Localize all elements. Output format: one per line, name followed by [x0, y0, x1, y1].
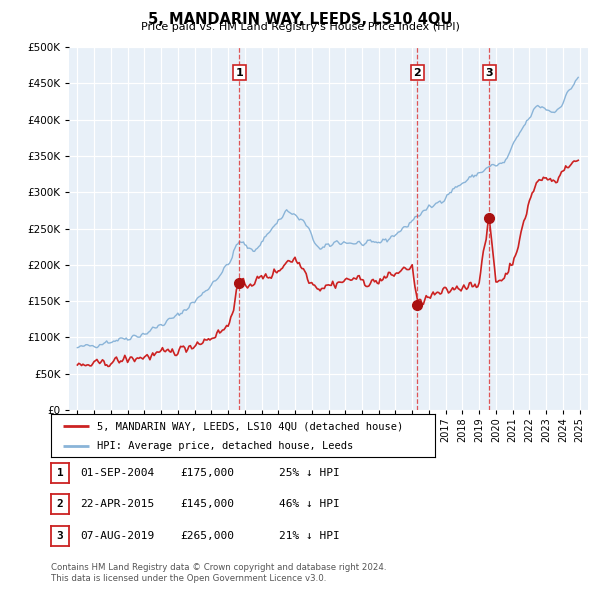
Text: 25% ↓ HPI: 25% ↓ HPI	[279, 468, 340, 478]
Text: Contains HM Land Registry data © Crown copyright and database right 2024.: Contains HM Land Registry data © Crown c…	[51, 563, 386, 572]
Text: 3: 3	[485, 68, 493, 78]
Text: 5, MANDARIN WAY, LEEDS, LS10 4QU: 5, MANDARIN WAY, LEEDS, LS10 4QU	[148, 12, 452, 27]
Text: 2: 2	[56, 500, 64, 509]
Text: £145,000: £145,000	[180, 500, 234, 509]
Text: 1: 1	[56, 468, 64, 478]
Text: £175,000: £175,000	[180, 468, 234, 478]
Text: Price paid vs. HM Land Registry's House Price Index (HPI): Price paid vs. HM Land Registry's House …	[140, 22, 460, 32]
Text: 07-AUG-2019: 07-AUG-2019	[80, 531, 154, 540]
Text: HPI: Average price, detached house, Leeds: HPI: Average price, detached house, Leed…	[97, 441, 353, 451]
Text: 22-APR-2015: 22-APR-2015	[80, 500, 154, 509]
Text: This data is licensed under the Open Government Licence v3.0.: This data is licensed under the Open Gov…	[51, 574, 326, 583]
Text: 5, MANDARIN WAY, LEEDS, LS10 4QU (detached house): 5, MANDARIN WAY, LEEDS, LS10 4QU (detach…	[97, 421, 403, 431]
Text: £265,000: £265,000	[180, 531, 234, 540]
Text: 3: 3	[56, 531, 64, 540]
Text: 01-SEP-2004: 01-SEP-2004	[80, 468, 154, 478]
Text: 46% ↓ HPI: 46% ↓ HPI	[279, 500, 340, 509]
Text: 1: 1	[235, 68, 243, 78]
Text: 21% ↓ HPI: 21% ↓ HPI	[279, 531, 340, 540]
Text: 2: 2	[413, 68, 421, 78]
